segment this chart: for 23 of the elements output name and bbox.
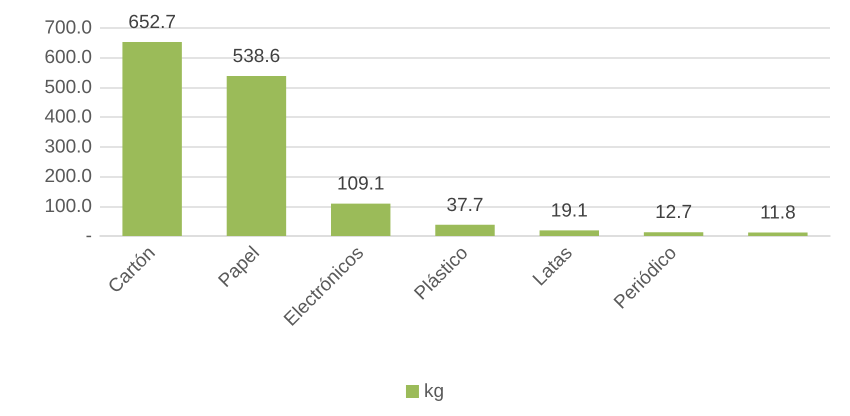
y-tick-label: 700.0: [44, 18, 92, 38]
bar: [748, 232, 808, 236]
y-tick-label: -: [86, 226, 92, 246]
y-tick-label: 600.0: [44, 47, 92, 68]
legend-label: kg: [424, 381, 444, 402]
data-label: 109.1: [336, 174, 384, 195]
y-tick-label: 300.0: [44, 136, 92, 158]
data-label: 538.6: [232, 46, 280, 67]
data-label: 652.7: [128, 12, 176, 34]
data-label: 37.7: [446, 194, 484, 216]
bar: [226, 76, 286, 236]
y-tick-label: 100.0: [44, 196, 92, 217]
y-tick-label: 400.0: [44, 106, 92, 128]
y-tick-label: 500.0: [44, 76, 92, 98]
y-tick-label: 200.0: [44, 166, 92, 188]
bar: [122, 42, 182, 236]
bar: [435, 224, 495, 236]
bar: [330, 204, 390, 236]
bar: [644, 232, 704, 236]
data-label: 12.7: [655, 202, 692, 224]
data-label: 11.8: [760, 202, 796, 224]
data-label: 19.1: [550, 200, 588, 222]
bar: [540, 230, 600, 236]
